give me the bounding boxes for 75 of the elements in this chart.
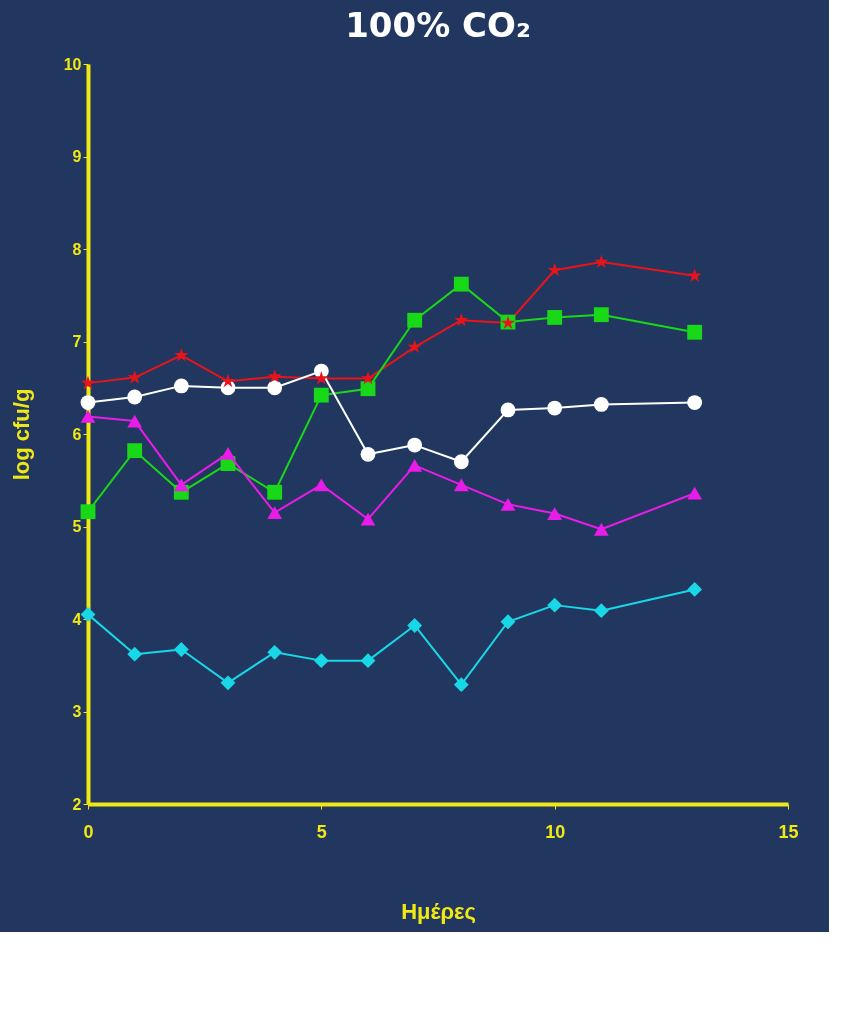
point <box>453 454 469 470</box>
point <box>407 339 422 354</box>
y-tick-label: 6 <box>72 425 82 443</box>
point <box>220 447 236 460</box>
point <box>220 373 236 388</box>
point <box>594 254 609 268</box>
point <box>80 504 96 520</box>
x-tick-label: 0 <box>83 821 94 842</box>
point <box>687 395 703 410</box>
point <box>453 677 469 693</box>
x-tick-label: 15 <box>778 821 799 842</box>
point <box>127 414 143 428</box>
point <box>127 646 143 662</box>
point <box>547 400 563 416</box>
x-tick-label: 5 <box>316 821 327 842</box>
point <box>687 324 703 340</box>
point <box>453 276 469 292</box>
point <box>314 371 329 385</box>
point <box>80 375 96 390</box>
point <box>313 478 329 492</box>
point <box>127 389 143 405</box>
y-tick-label: 9 <box>72 148 82 165</box>
point <box>407 459 423 472</box>
point <box>547 262 562 277</box>
point <box>220 675 236 691</box>
point <box>173 642 189 657</box>
point <box>593 522 609 536</box>
chart-title: 100% CO₂ <box>345 5 531 45</box>
point <box>454 312 469 327</box>
point <box>593 603 609 619</box>
point <box>360 381 376 397</box>
point <box>360 653 376 669</box>
point <box>593 307 609 323</box>
y-tick-label: 5 <box>72 518 82 535</box>
point <box>453 478 469 492</box>
point <box>127 443 143 459</box>
point <box>267 369 282 383</box>
point <box>267 484 283 500</box>
point <box>360 512 376 526</box>
y-tick-label: 3 <box>72 703 82 720</box>
point <box>80 606 96 622</box>
point <box>687 268 702 282</box>
y-tick-label: 7 <box>72 333 82 350</box>
x-axis-title: Ημέρες <box>401 898 476 924</box>
point <box>313 387 329 403</box>
point <box>547 507 563 520</box>
point <box>407 437 423 453</box>
point <box>360 371 376 385</box>
x-tick-label: 10 <box>545 821 566 842</box>
point <box>407 312 423 328</box>
point <box>173 378 189 394</box>
point <box>500 614 516 630</box>
point <box>407 618 423 633</box>
y-tick-label: 10 <box>63 55 82 73</box>
point <box>687 581 703 597</box>
point <box>593 397 609 412</box>
point <box>267 380 283 396</box>
point <box>500 497 516 511</box>
point <box>500 402 516 418</box>
point <box>267 506 283 520</box>
y-axis-title: log cfu/g <box>8 388 34 481</box>
point <box>360 446 376 462</box>
y-tick-label: 8 <box>72 240 82 258</box>
point <box>174 347 189 362</box>
point <box>687 486 703 500</box>
point <box>267 644 283 660</box>
point <box>127 370 142 384</box>
point <box>173 478 189 492</box>
y-tick-label: 2 <box>72 795 82 813</box>
point <box>547 597 563 613</box>
point <box>80 410 96 423</box>
y-tick-label: 4 <box>72 610 82 628</box>
point <box>313 653 329 669</box>
point <box>80 395 96 410</box>
point <box>547 310 563 325</box>
